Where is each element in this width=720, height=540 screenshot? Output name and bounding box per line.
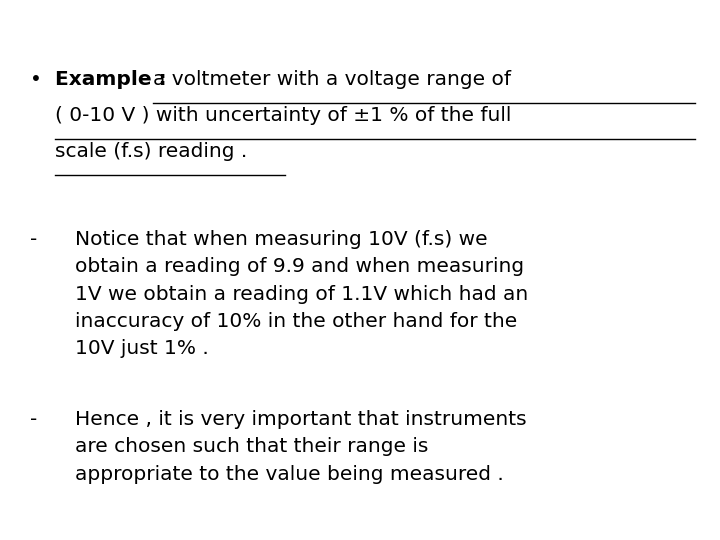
Text: -: - [30,410,37,429]
Text: a voltmeter with a voltage range of: a voltmeter with a voltage range of [153,70,511,89]
Text: Example :: Example : [55,70,174,89]
Text: scale (f.s) reading .: scale (f.s) reading . [55,142,247,161]
Text: ( 0-10 V ) with uncertainty of ±1 % of the full: ( 0-10 V ) with uncertainty of ±1 % of t… [55,106,511,125]
Text: -: - [30,230,37,249]
Text: Hence , it is very important that instruments
are chosen such that their range i: Hence , it is very important that instru… [75,410,526,483]
Text: Notice that when measuring 10V (f.s) we
obtain a reading of 9.9 and when measuri: Notice that when measuring 10V (f.s) we … [75,230,528,358]
Text: •: • [30,70,42,89]
